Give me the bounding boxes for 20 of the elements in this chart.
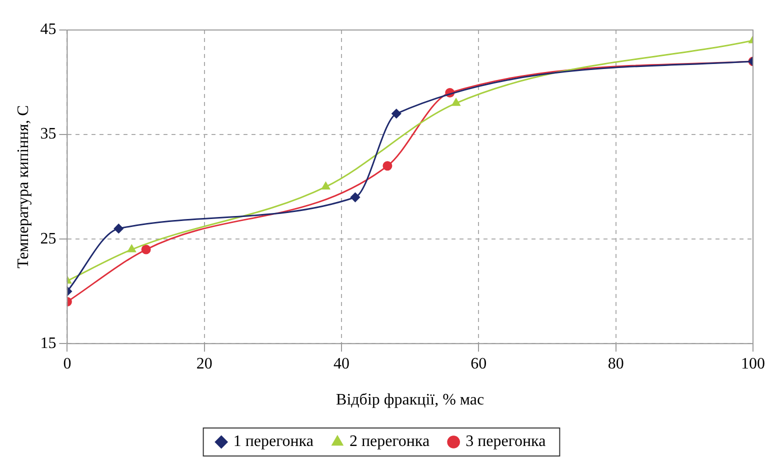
x-tick-label: 80 — [608, 355, 624, 372]
x-tick-label: 40 — [334, 355, 350, 372]
x-tick-label: 20 — [196, 355, 212, 372]
legend-label: 2 перегонка — [349, 433, 430, 450]
y-axis-title: Температура кипіння, С — [14, 105, 32, 268]
y-tick-label: 25 — [40, 230, 56, 248]
x-tick-label: 60 — [470, 355, 487, 372]
x-tick-label: 100 — [741, 355, 765, 372]
legend-label: 1 перегонка — [233, 433, 314, 450]
point — [350, 192, 360, 202]
y-tick-label: 35 — [40, 126, 56, 143]
point — [382, 161, 392, 171]
point — [322, 182, 330, 190]
x-tick-label: 0 — [63, 355, 72, 372]
x-axis-title: Відбір фракції, % мас — [336, 392, 484, 409]
legend-label: 3 перегонка — [466, 433, 546, 450]
y-tick-label: 15 — [40, 334, 56, 352]
point — [392, 108, 402, 118]
point — [452, 98, 460, 106]
y-tick-label: 45 — [40, 21, 56, 38]
